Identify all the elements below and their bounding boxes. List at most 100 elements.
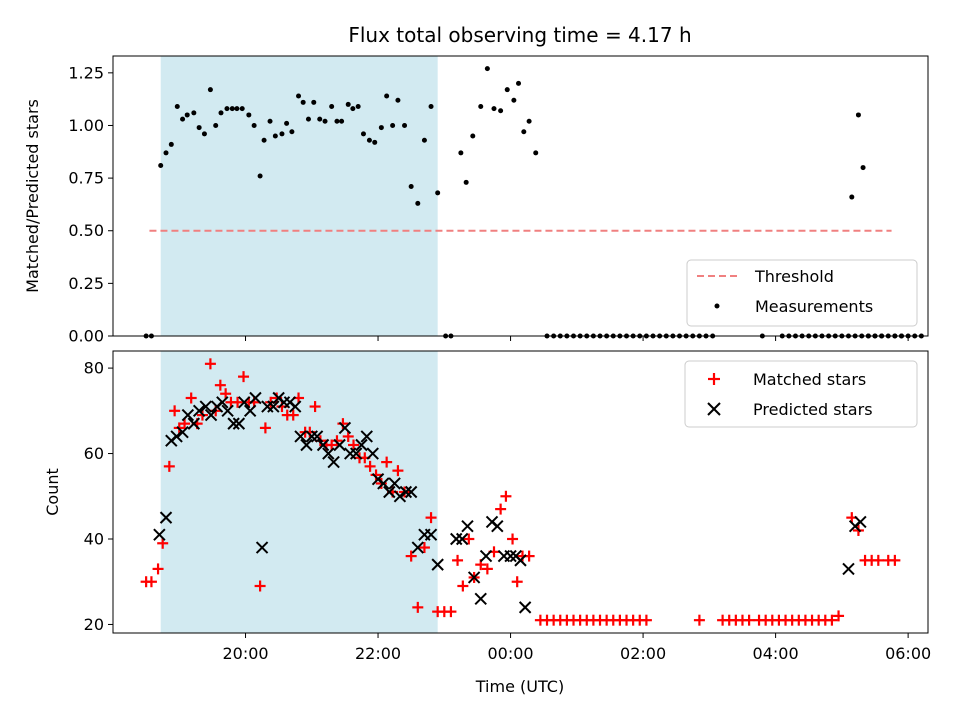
predicted-star-marker bbox=[232, 417, 246, 430]
matched-star-marker bbox=[507, 533, 519, 545]
predicted-star-marker bbox=[316, 438, 330, 452]
measurement-point bbox=[415, 200, 421, 206]
measurement-point bbox=[184, 112, 190, 118]
measurement-point bbox=[360, 131, 366, 137]
measurement-point bbox=[261, 137, 267, 143]
measurement-point bbox=[526, 118, 532, 124]
matched-star-marker bbox=[381, 456, 393, 468]
measurement-point bbox=[251, 122, 257, 128]
predicted-star-marker bbox=[377, 477, 390, 490]
predicted-star-marker bbox=[221, 404, 234, 418]
measurement-point bbox=[284, 120, 290, 126]
bottom-x-tick-label: 20:00 bbox=[222, 644, 268, 663]
matched-star-marker bbox=[169, 405, 181, 417]
top-y-tick-label: 0.00 bbox=[68, 327, 104, 346]
predicted-star-marker bbox=[181, 408, 195, 422]
predicted-star-marker bbox=[461, 519, 474, 533]
matched-star-marker bbox=[889, 554, 901, 566]
matched-star-marker bbox=[238, 371, 250, 383]
matched-star-marker bbox=[220, 388, 232, 400]
matched-star-marker bbox=[418, 542, 430, 554]
measurement-point bbox=[305, 116, 311, 122]
measurement-point bbox=[317, 116, 323, 122]
top-y-axis-label: Matched/Predicted stars bbox=[23, 99, 42, 293]
matched-star-marker bbox=[145, 576, 157, 588]
measurement-point bbox=[366, 137, 372, 143]
matched-star-marker bbox=[254, 580, 266, 592]
predicted-star-marker bbox=[289, 400, 302, 413]
measurement-point bbox=[521, 129, 527, 135]
measurement-point bbox=[504, 87, 510, 93]
measurement-point bbox=[272, 133, 278, 139]
top-panel: 0.00 0.25 0.50 0.75 1.00 1.25 Matched/Predict… bbox=[23, 55, 929, 346]
matched-star-marker bbox=[309, 401, 321, 413]
measurement-point bbox=[435, 190, 441, 196]
measurement-point bbox=[158, 162, 164, 168]
top-y-tick-label: 0.25 bbox=[68, 274, 104, 293]
predicted-star-marker bbox=[204, 408, 218, 422]
measurement-point bbox=[428, 104, 434, 110]
top-legend-box bbox=[686, 259, 918, 327]
predicted-star-marker bbox=[388, 477, 401, 490]
measurement-point bbox=[322, 118, 328, 124]
matched-star-marker bbox=[833, 610, 845, 622]
predicted-star-marker bbox=[305, 430, 318, 443]
measurement-point bbox=[329, 104, 335, 110]
measurement-point bbox=[470, 133, 476, 139]
predicted-star-marker bbox=[310, 430, 324, 443]
top-y-tick-label: 1.00 bbox=[68, 116, 104, 135]
matched-star-marker bbox=[872, 554, 884, 566]
predicted-star-marker bbox=[255, 541, 269, 554]
matched-star-marker bbox=[826, 614, 838, 626]
predicted-star-marker bbox=[518, 601, 532, 614]
legend-predicted-swatch bbox=[707, 402, 721, 416]
top-highlight-group bbox=[160, 56, 438, 336]
measurement-point bbox=[334, 118, 340, 124]
predicted-star-marker bbox=[300, 438, 313, 452]
top-y-ticks: 0.00 0.25 0.50 0.75 1.00 1.25 bbox=[68, 63, 113, 346]
bottom-y-tick-label: 60 bbox=[84, 444, 104, 463]
predicted-star-marker bbox=[355, 438, 368, 452]
matched-star-marker bbox=[163, 460, 175, 472]
predicted-star-marker bbox=[327, 455, 340, 469]
matched-star-marker bbox=[287, 409, 299, 421]
measurement-point bbox=[395, 97, 401, 103]
predicted-star-marker bbox=[399, 485, 413, 499]
measurement-point bbox=[463, 179, 469, 185]
measurement-point bbox=[355, 104, 361, 110]
measurement-point bbox=[267, 118, 273, 124]
predicted-star-marker bbox=[854, 515, 867, 529]
measurement-point bbox=[350, 106, 356, 112]
measurement-point bbox=[191, 110, 197, 116]
measurement-point bbox=[860, 165, 866, 171]
measurement-point bbox=[372, 139, 378, 145]
predicted-star-marker bbox=[267, 400, 280, 413]
top-y-tick-label: 1.25 bbox=[68, 63, 104, 82]
predicted-star-marker bbox=[360, 430, 373, 443]
measurement-point bbox=[345, 101, 351, 107]
predicted-star-marker bbox=[349, 447, 363, 460]
bottom-x-tick-label: 00:00 bbox=[488, 644, 534, 663]
predicted-star-marker bbox=[199, 400, 212, 413]
measurement-point bbox=[311, 99, 317, 105]
predicted-star-marker bbox=[842, 562, 855, 576]
measurement-point bbox=[218, 110, 224, 116]
matched-star-marker bbox=[481, 563, 493, 575]
matched-star-marker bbox=[511, 576, 523, 588]
predicted-star-marker bbox=[243, 404, 257, 418]
legend-matched-label: Matched stars bbox=[753, 370, 866, 389]
matched-star-marker bbox=[259, 422, 271, 434]
matched-star-marker bbox=[348, 439, 360, 451]
bottom-y-axis-label: Count bbox=[43, 468, 62, 516]
measurement-point bbox=[478, 104, 484, 110]
top-axes-frame bbox=[112, 55, 929, 337]
matched-star-marker bbox=[214, 379, 226, 391]
predicted-star-marker bbox=[249, 391, 262, 405]
measurement-point bbox=[498, 108, 504, 114]
measurement-point bbox=[289, 129, 295, 135]
x-axis-label: Time (UTC) bbox=[475, 677, 564, 696]
matched-star-marker bbox=[232, 396, 244, 408]
measurement-point bbox=[491, 106, 497, 112]
matched-star-marker bbox=[157, 537, 169, 549]
top-highlight-span bbox=[160, 56, 438, 336]
